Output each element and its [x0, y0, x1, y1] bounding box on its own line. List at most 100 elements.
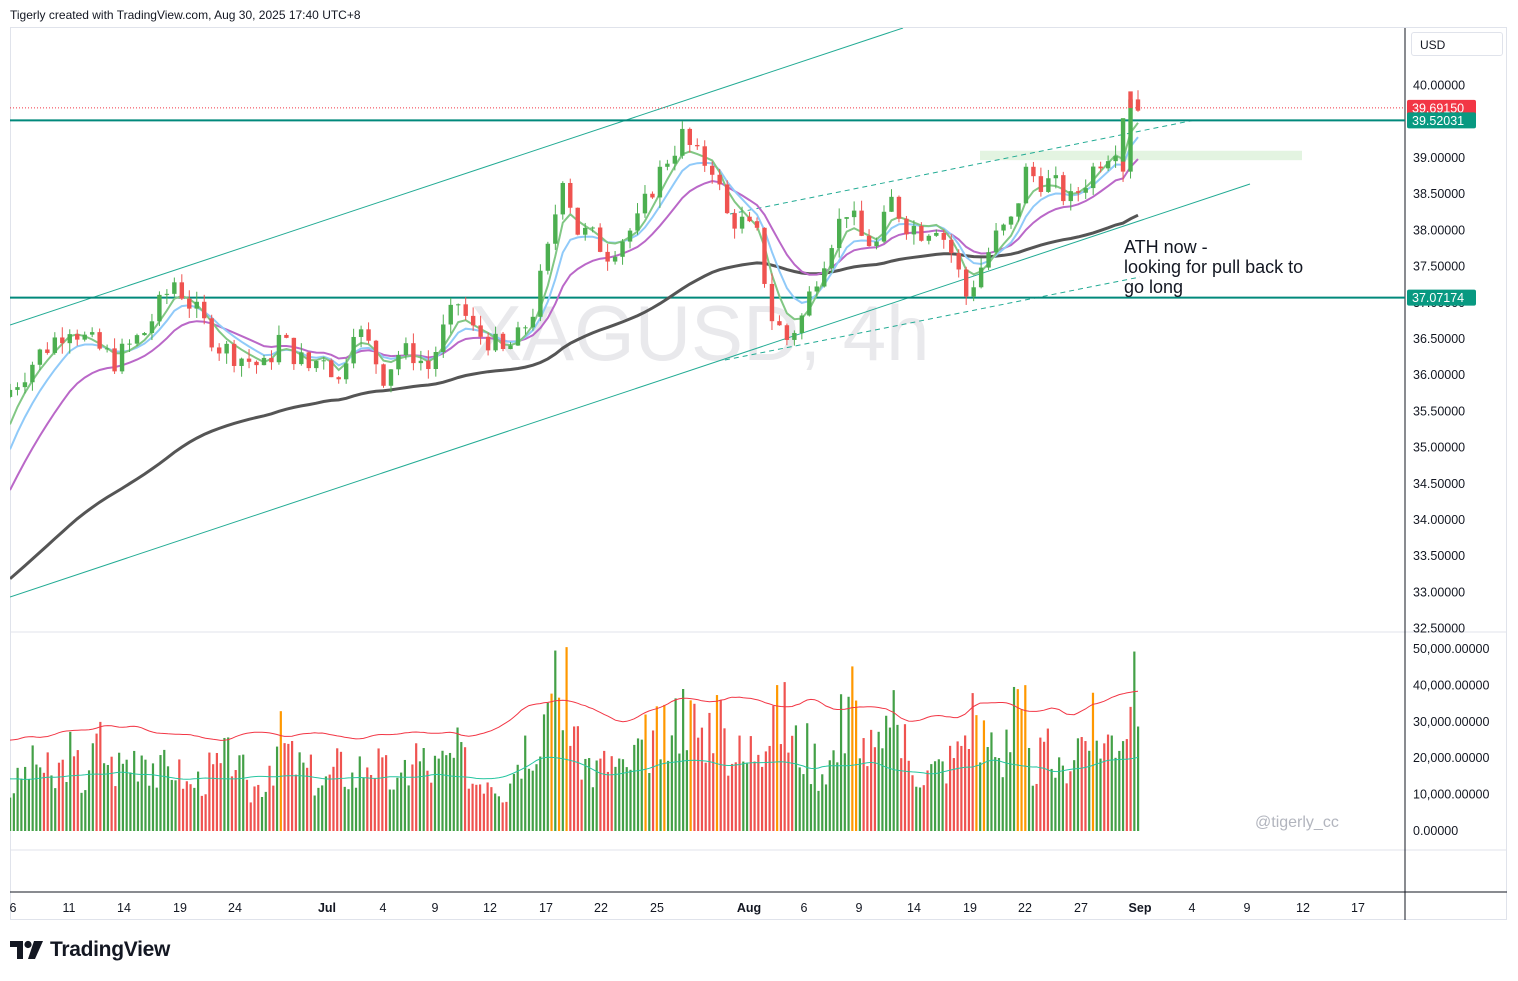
candle [702, 140, 707, 172]
price-tick-label: 36.50000 [1413, 332, 1465, 346]
candle-body [896, 196, 902, 219]
volume-bar [659, 759, 662, 831]
volume-bar [580, 779, 583, 831]
candle [441, 314, 446, 358]
candle [336, 376, 341, 384]
candle [411, 333, 416, 371]
volume-bar [933, 761, 937, 831]
candle [202, 294, 207, 325]
volume-bar [437, 758, 440, 831]
candle-body [792, 332, 797, 340]
candle-body [321, 360, 326, 362]
candle [926, 234, 932, 245]
price-tick-label: 40.00000 [1413, 79, 1465, 93]
candle [605, 243, 610, 271]
candle [934, 229, 939, 237]
volume-bar [50, 775, 53, 831]
volume-bar [110, 756, 113, 831]
candle-body [314, 361, 319, 369]
currency-selector[interactable]: USD [1411, 32, 1503, 56]
volume-bar [870, 729, 873, 831]
candle [545, 241, 551, 275]
volume-bar [588, 758, 591, 831]
candle-body [590, 227, 595, 229]
candle [373, 339, 379, 374]
volume-bar [69, 731, 72, 831]
volume-bar [926, 770, 929, 831]
candle [231, 339, 237, 373]
inner-channel-upper [729, 119, 1196, 215]
volume-bar [351, 772, 354, 831]
candle-body [635, 213, 640, 231]
volume-bar [1099, 758, 1102, 831]
volume-bar [990, 732, 993, 831]
volume-bar [915, 786, 918, 831]
candle-body [859, 210, 864, 236]
candle-body [336, 377, 341, 380]
volume-bar [787, 752, 790, 831]
volume-bar [403, 759, 406, 831]
volume-bar [670, 735, 673, 831]
volume-bar [54, 788, 57, 831]
volume-bar [520, 778, 523, 831]
candle [1016, 203, 1021, 222]
volume-bar [855, 700, 858, 831]
candle [508, 342, 513, 350]
volume-bar [494, 793, 497, 831]
candle [306, 351, 312, 372]
volume-bar [900, 758, 903, 831]
candle-body [82, 334, 87, 340]
candle-body [224, 343, 229, 354]
candle [1105, 155, 1111, 171]
candle [478, 315, 483, 345]
price-pane[interactable] [8, 28, 1405, 598]
volume-bar [103, 763, 106, 831]
volume-bar [16, 767, 19, 831]
volume-bar [35, 764, 38, 831]
candle-body [799, 315, 805, 333]
volume-bar [1020, 709, 1023, 831]
volume-pane[interactable] [9, 647, 1140, 831]
tradingview-logo[interactable]: TradingView [10, 938, 170, 962]
volume-bar [185, 781, 188, 831]
volume-bar [84, 790, 87, 831]
chart-frame[interactable] [10, 27, 1507, 920]
candle [149, 313, 155, 341]
candle-body [889, 196, 894, 212]
candle [799, 313, 805, 340]
volume-bar [783, 682, 786, 831]
volume-bar [655, 706, 658, 831]
candle [381, 363, 386, 388]
candle-body [172, 282, 177, 294]
candle-body [739, 216, 745, 229]
volume-ma-line [10, 690, 1139, 741]
candle [15, 382, 20, 396]
candle [657, 160, 663, 208]
volume-bar [625, 767, 628, 831]
volume-bar [697, 737, 700, 831]
volume-bar [181, 788, 185, 831]
date-tick-label: 22 [1018, 901, 1032, 915]
volume-bar [719, 700, 722, 831]
volume-bar [1076, 738, 1080, 831]
volume-bar [193, 787, 196, 831]
candle [172, 277, 177, 297]
candle [747, 211, 752, 223]
volume-bar [129, 772, 132, 831]
volume-bar [682, 688, 685, 831]
candle-body [1083, 188, 1088, 193]
volume-tick-label: 50,000.00000 [1413, 642, 1490, 656]
volume-bar [802, 774, 805, 831]
date-tick-label: 24 [228, 901, 242, 915]
volume-bar [761, 766, 764, 831]
date-tick-label: 22 [594, 901, 608, 915]
candle-body [1053, 175, 1059, 179]
candle [216, 343, 222, 361]
candle [500, 331, 506, 352]
candle [769, 273, 775, 331]
candle-body [949, 239, 954, 254]
candle-body [426, 360, 431, 370]
volume-bar [400, 772, 403, 831]
candle [1008, 215, 1014, 229]
